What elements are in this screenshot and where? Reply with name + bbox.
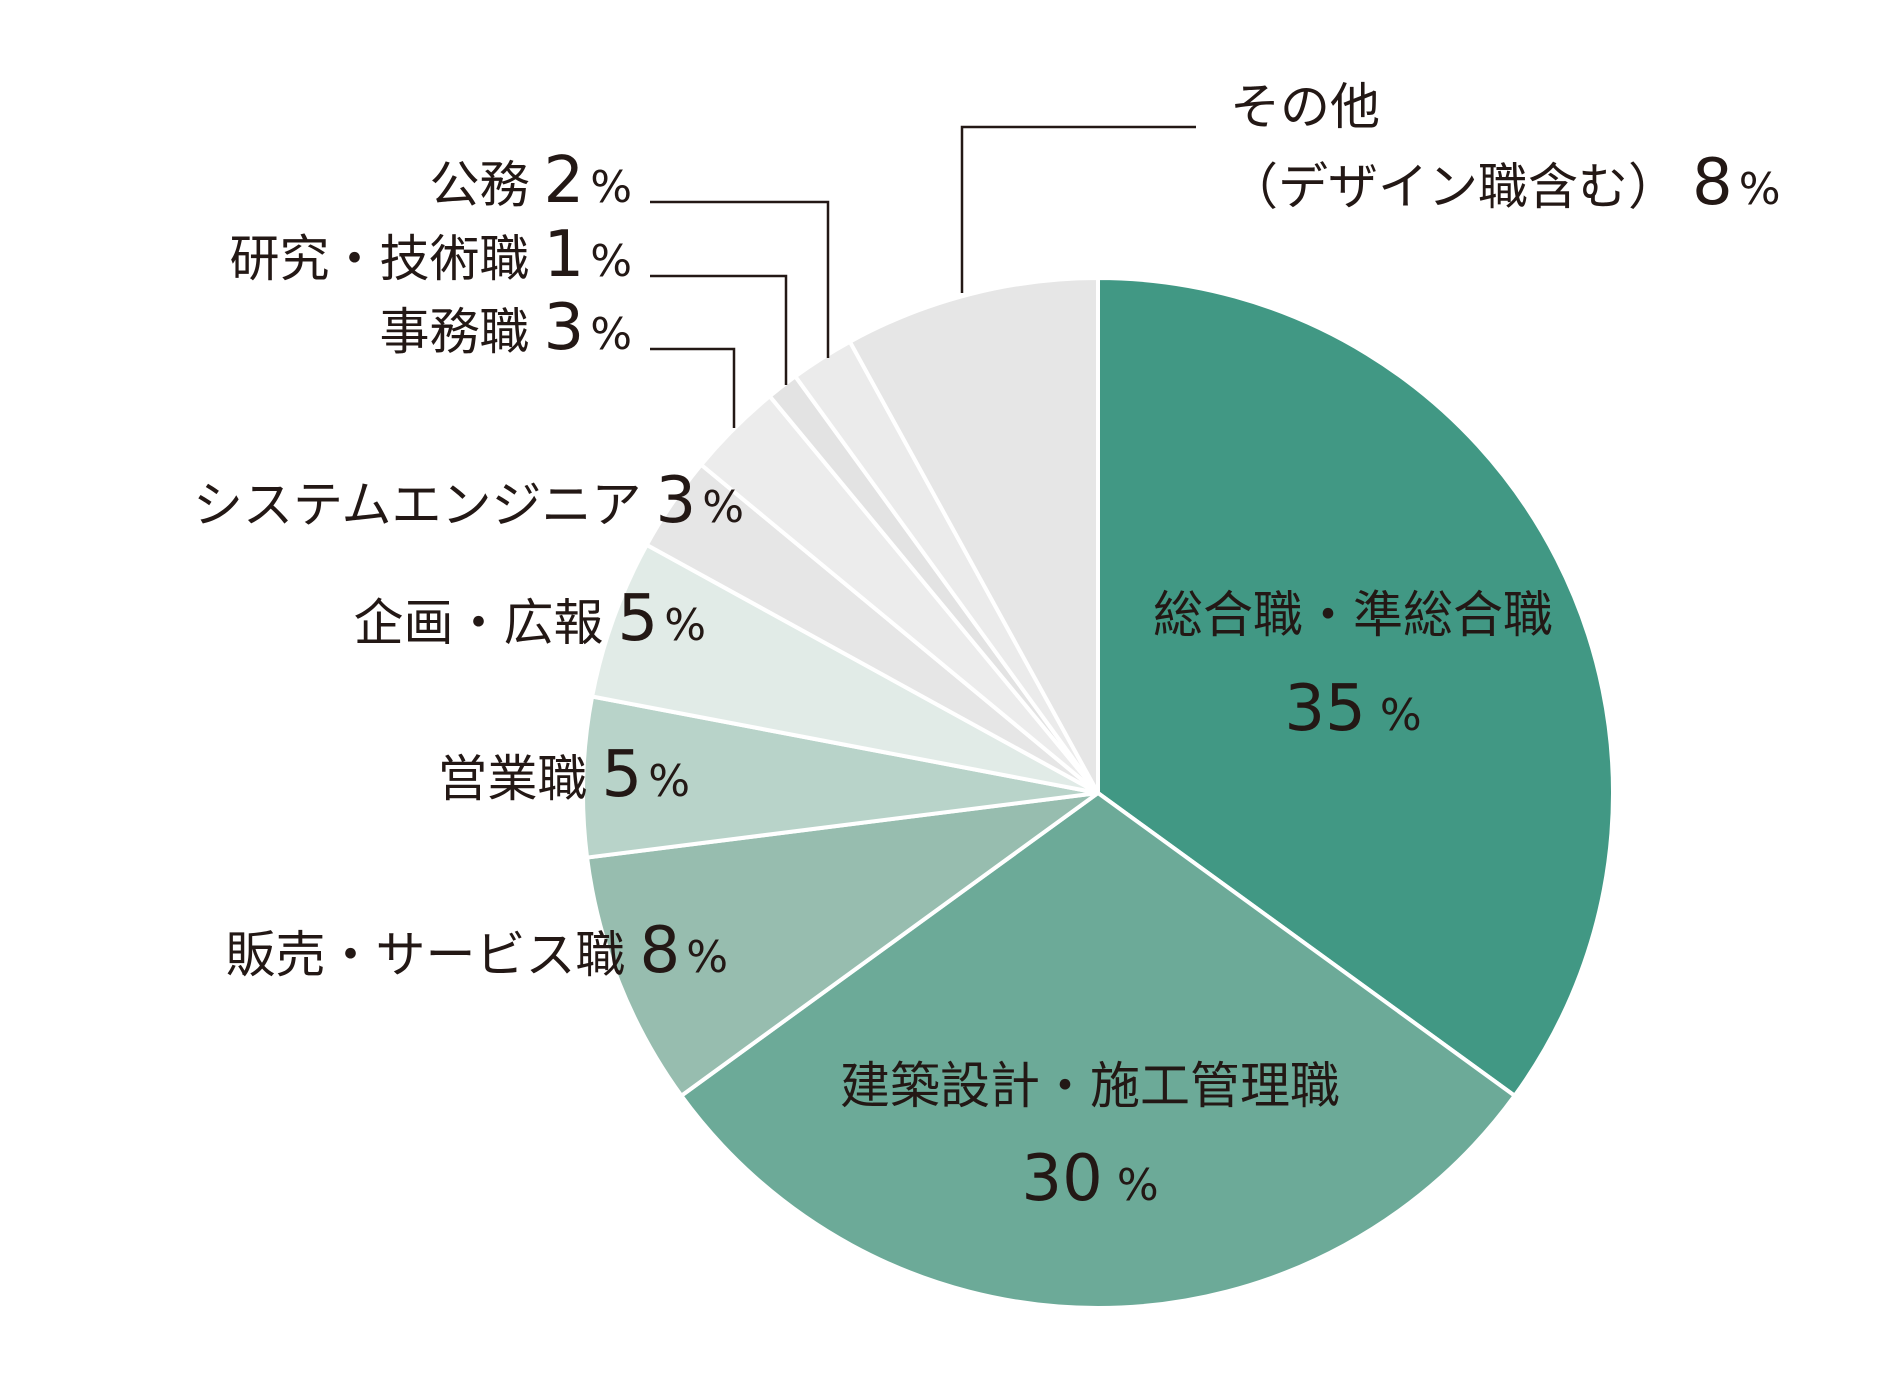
slice-label-value-1: 30 [1021, 1142, 1102, 1216]
pie-slice-3 [581, 694, 1100, 860]
slice-label-unit-5: % [702, 482, 744, 533]
slice-label-value-line-0: 35% [1284, 672, 1421, 746]
slice-label-value-6: 3 [543, 291, 584, 365]
slice-label-value-9: 8 [1692, 146, 1733, 220]
slice-label-unit-3: % [648, 756, 690, 807]
slice-label-5: システムエンジニア 3% [193, 464, 744, 538]
slice-label-value-line-1: 30% [1021, 1142, 1158, 1216]
slice-label-0: 総合職・準総合職 [1153, 586, 1553, 644]
slice-label-name-4: 企画・広報 [353, 594, 603, 652]
pie-slice-1 [679, 791, 1517, 1310]
slice-label-value-3: 5 [601, 738, 642, 812]
slice-label-unit-6: % [590, 309, 632, 360]
pie-slice-9 [847, 276, 1100, 795]
leader-line-jimu [650, 347, 736, 428]
slice-label-unit-0: % [1380, 690, 1422, 741]
slice-label-4: 企画・広報 5% [353, 582, 706, 656]
slice-label-9: その他 [1230, 78, 1380, 136]
slice-label-name-3: 営業職 [437, 750, 587, 808]
slice-label-value-0: 35 [1284, 672, 1365, 746]
slice-label-1: 建築設計・施工管理職 [840, 1057, 1340, 1115]
leader-line-kenkyu [650, 274, 788, 385]
slice-label-name-7: 研究・技術職 [229, 230, 529, 288]
pie-slice-0 [1096, 276, 1615, 1098]
slice-label-6: 事務職 3% [379, 291, 632, 365]
leader-lines [650, 125, 1196, 428]
slice-label-name-6: 事務職 [379, 303, 529, 361]
slice-label-name-9: その他 [1230, 78, 1380, 136]
slice-label-unit-7: % [590, 236, 632, 287]
slice-label-2: 販売・サービス職 8% [225, 914, 728, 988]
pie-slice-4 [590, 542, 1100, 795]
slice-label-name-1: 建築設計・施工管理職 [840, 1057, 1340, 1115]
slice-label-value-7: 1 [543, 218, 584, 292]
slice-label-unit-9: % [1739, 164, 1781, 215]
slice-label-value-5: 3 [655, 464, 696, 538]
leader-line-koumu [650, 200, 830, 358]
slice-label-name2-9: （デザイン職含む） [1228, 158, 1678, 216]
slice-label-name-2: 販売・サービス職 [225, 926, 625, 984]
pie-slice-2 [585, 791, 1100, 1098]
slice-label-unit-8: % [590, 162, 632, 213]
pie-slices [581, 276, 1615, 1310]
slice-label-value-8: 2 [543, 144, 584, 218]
slice-label-3: 営業職 5% [437, 738, 690, 812]
slice-label-7: 研究・技術職 1% [229, 218, 632, 292]
leader-line-sonota [960, 125, 1196, 293]
slice-label-value-2: 8 [639, 914, 680, 988]
slice-label-name-5: システムエンジニア [193, 476, 642, 534]
slice-label-unit-1: % [1117, 1160, 1159, 1211]
slice-label-unit-4: % [664, 600, 706, 651]
slice-label-name-0: 総合職・準総合職 [1153, 586, 1553, 644]
slice-label-name-8: 公務 [429, 156, 529, 214]
slice-label-line2-9: （デザイン職含む） 8% [1228, 146, 1781, 220]
slice-label-value-4: 5 [617, 582, 658, 656]
slice-label-unit-2: % [686, 932, 728, 983]
slice-label-8: 公務 2% [429, 144, 632, 218]
